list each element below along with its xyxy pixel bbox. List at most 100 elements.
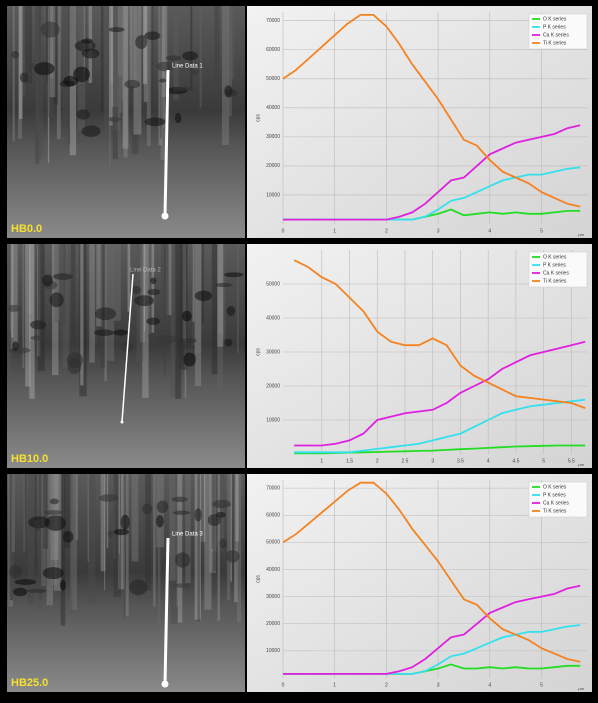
sem-texture xyxy=(38,474,43,609)
sem-texture xyxy=(52,273,73,280)
sem-texture xyxy=(34,244,37,347)
sem-texture xyxy=(225,550,240,563)
sem-texture xyxy=(204,474,212,610)
sem-texture xyxy=(44,510,63,515)
sem-texture xyxy=(185,474,191,583)
sem-texture xyxy=(36,6,43,159)
sem-texture xyxy=(237,474,242,623)
sem-texture xyxy=(100,6,104,112)
sem-texture xyxy=(194,244,202,387)
x-tick-label: 5 xyxy=(540,682,543,688)
sem-texture xyxy=(112,6,120,131)
sem-texture xyxy=(104,474,106,591)
sem-texture xyxy=(49,498,59,505)
sem-texture xyxy=(234,474,239,542)
sem-texture xyxy=(107,530,114,538)
sem-texture xyxy=(157,474,161,626)
sem-texture xyxy=(68,6,77,77)
sem-texture xyxy=(202,244,204,324)
sem-texture xyxy=(79,244,87,397)
sem-texture xyxy=(113,244,121,321)
sem-texture xyxy=(46,6,55,117)
series-line xyxy=(294,398,586,454)
sem-texture xyxy=(13,244,19,351)
sem-texture xyxy=(133,6,138,90)
sem-texture xyxy=(160,6,166,160)
sem-texture xyxy=(120,6,126,87)
sem-texture xyxy=(28,244,35,341)
sem-texture xyxy=(42,567,64,580)
sem-texture xyxy=(166,244,172,316)
sem-texture xyxy=(159,6,162,139)
sem-texture xyxy=(37,244,45,372)
y-tick-label: 10000 xyxy=(266,417,280,423)
x-axis-label: µm xyxy=(578,232,584,237)
x-tick-label: 0 xyxy=(282,228,285,234)
sem-texture xyxy=(173,6,179,101)
sem-texture xyxy=(113,474,122,597)
y-tick-label: 70000 xyxy=(266,485,280,491)
sem-texture xyxy=(108,26,125,33)
sem-texture xyxy=(22,244,25,369)
sem-texture xyxy=(191,68,199,76)
y-tick-label: 50000 xyxy=(266,540,280,546)
legend-label: Ca K series xyxy=(543,32,569,38)
scan-end xyxy=(161,212,169,220)
sem-texture xyxy=(94,244,97,344)
sem-texture xyxy=(142,244,149,398)
legend-label: P K series xyxy=(543,492,566,498)
x-tick-label: 2 xyxy=(385,682,388,688)
sem-texture xyxy=(6,304,22,312)
x-tick-label: 1.5 xyxy=(346,458,353,464)
sem-texture xyxy=(119,6,123,113)
sem-texture xyxy=(59,579,66,591)
scan-line xyxy=(121,273,134,423)
x-tick-label: 4.5 xyxy=(512,458,519,464)
y-tick-label: 60000 xyxy=(266,513,280,519)
sem-texture xyxy=(63,244,66,325)
sem-texture xyxy=(70,474,73,614)
sem-texture xyxy=(176,474,179,607)
legend-label: Ti K series xyxy=(543,278,567,284)
sem-texture xyxy=(60,244,63,372)
sem-texture xyxy=(169,474,176,581)
sem-texture xyxy=(130,285,141,295)
y-tick-label: 30000 xyxy=(266,134,280,140)
x-tick-label: 0 xyxy=(282,682,285,688)
sem-texture xyxy=(166,244,169,318)
sem-texture xyxy=(88,474,96,605)
sem-texture xyxy=(12,587,28,597)
sem-texture xyxy=(60,474,66,626)
sem-texture xyxy=(181,310,192,322)
sem-texture xyxy=(108,6,113,126)
x-tick-label: 2.5 xyxy=(402,458,409,464)
y-tick-label: 10000 xyxy=(266,192,280,198)
legend-label: Ti K series xyxy=(543,508,567,514)
sem-texture xyxy=(70,474,77,610)
sem-texture xyxy=(131,6,139,154)
sem-texture xyxy=(95,244,103,327)
sem-texture xyxy=(234,474,238,603)
sem-texture xyxy=(170,474,178,624)
legend-label: Ca K series xyxy=(543,500,569,506)
sem-texture xyxy=(40,21,60,38)
x-tick-label: 3.5 xyxy=(457,458,464,464)
sem-texture xyxy=(75,474,79,541)
sem-texture xyxy=(236,244,239,354)
sem-texture xyxy=(67,358,82,374)
sem-texture xyxy=(112,6,118,160)
sem-texture xyxy=(182,51,199,61)
sem-texture xyxy=(224,85,233,98)
x-tick-label: 1 xyxy=(333,682,336,688)
sem-texture xyxy=(146,6,151,147)
sem-texture xyxy=(194,474,201,620)
sem-texture xyxy=(64,474,71,549)
sem-texture xyxy=(172,86,194,91)
y-axis-label: cps xyxy=(255,348,261,356)
sem-texture xyxy=(212,474,214,598)
sem-texture xyxy=(179,337,197,344)
sem-texture xyxy=(68,244,70,382)
sample-label: HB10.0 xyxy=(11,453,48,465)
sem-texture xyxy=(49,292,64,308)
sem-texture xyxy=(56,6,61,140)
